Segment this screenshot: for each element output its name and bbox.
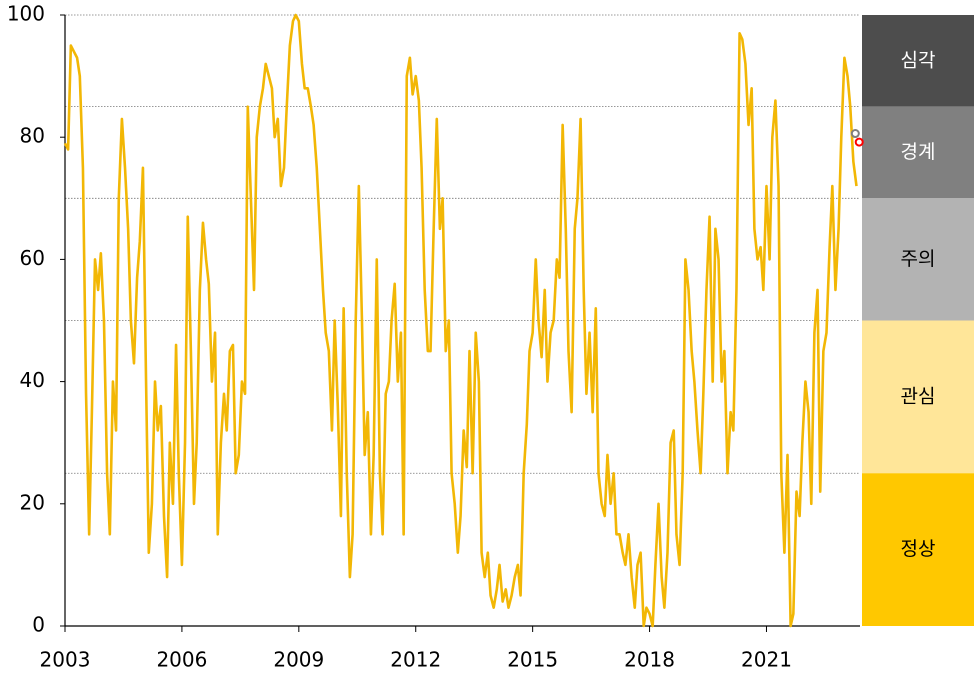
y-tick-label: 40 — [20, 368, 45, 392]
x-tick-label: 2015 — [507, 648, 558, 672]
y-tick-label: 0 — [32, 613, 45, 637]
x-tick-label: 2003 — [40, 648, 91, 672]
band — [862, 320, 974, 474]
band-label: 심각 — [901, 49, 936, 71]
band-label: 주의 — [901, 248, 936, 270]
band-label: 경계 — [901, 141, 936, 163]
x-tick-label: 2021 — [741, 648, 792, 672]
x-tick-label: 2018 — [624, 648, 675, 672]
band — [862, 473, 974, 626]
x-tick-label: 2012 — [390, 648, 441, 672]
y-tick-label: 60 — [20, 246, 45, 270]
band — [862, 106, 974, 199]
x-tick-label: 2006 — [156, 648, 207, 672]
band-label: 관심 — [901, 385, 936, 407]
y-tick-label: 20 — [20, 490, 45, 514]
band — [862, 15, 974, 107]
y-tick-label: 100 — [7, 2, 45, 26]
x-tick-label: 2009 — [273, 648, 324, 672]
band-label: 정상 — [901, 538, 936, 560]
data-line — [63, 13, 858, 628]
end-marker — [850, 129, 860, 139]
y-tick-label: 80 — [20, 124, 45, 148]
end-marker — [854, 137, 864, 147]
band — [862, 198, 974, 321]
